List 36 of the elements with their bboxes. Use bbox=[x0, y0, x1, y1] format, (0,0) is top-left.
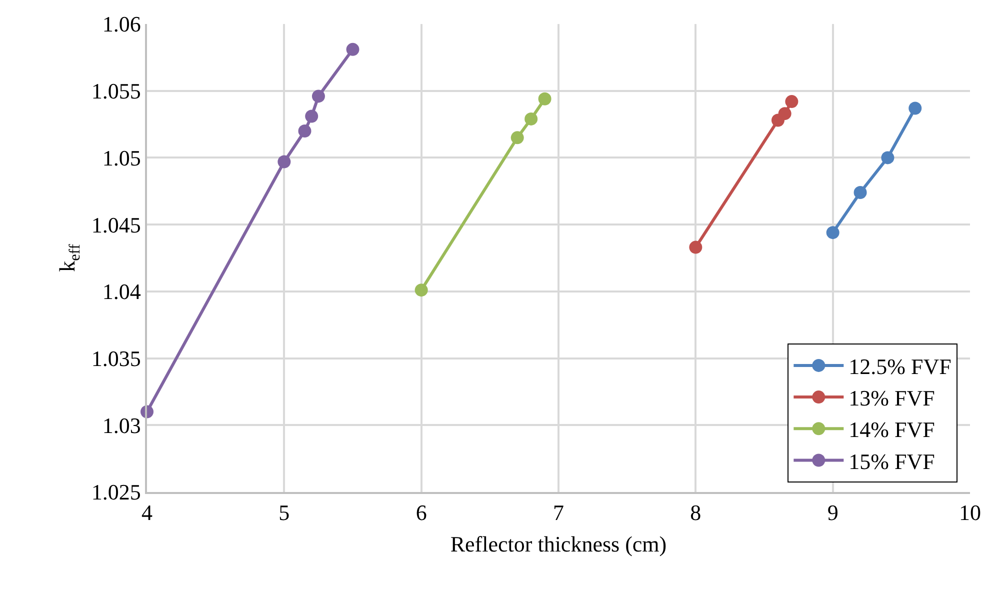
point bbox=[298, 124, 312, 138]
x-tick-label: 10 bbox=[959, 500, 981, 526]
x-tick-label: 8 bbox=[690, 500, 702, 526]
y-tick-label: 1.045 bbox=[91, 212, 141, 238]
point bbox=[908, 102, 922, 115]
point bbox=[346, 42, 360, 56]
point bbox=[538, 92, 552, 106]
point bbox=[312, 90, 325, 103]
point bbox=[414, 284, 428, 297]
point bbox=[510, 131, 524, 144]
y-tick-label: 1.05 bbox=[102, 145, 141, 170]
x-tick-label: 9 bbox=[827, 500, 838, 526]
y-tick-label: 1.06 bbox=[102, 12, 141, 37]
x-tick-label: 4 bbox=[142, 500, 152, 526]
x-tick-label: 5 bbox=[278, 500, 290, 526]
point bbox=[785, 95, 798, 108]
point bbox=[689, 240, 702, 254]
y-tick-label: 1.03 bbox=[102, 412, 141, 438]
y-tick-label: 1.035 bbox=[91, 346, 141, 371]
legend-label: 12.5% FVF bbox=[848, 354, 952, 380]
y-tick-label: 1.04 bbox=[102, 279, 141, 304]
legend-label: 14% FVF bbox=[848, 417, 935, 442]
x-tick-label: 7 bbox=[553, 500, 564, 526]
legend-label: 15% FVF bbox=[848, 448, 935, 474]
point bbox=[854, 186, 867, 199]
x-axis-title: Reflector thickness (cm) bbox=[450, 532, 667, 557]
point bbox=[278, 155, 291, 168]
point bbox=[826, 226, 840, 240]
y-tick-label: 1.025 bbox=[91, 480, 141, 505]
x-tick-label: 6 bbox=[416, 500, 427, 526]
y-tick-label: 1.055 bbox=[91, 78, 141, 104]
legend-label: 13% FVF bbox=[848, 386, 935, 411]
point bbox=[524, 112, 538, 126]
point bbox=[305, 110, 318, 123]
point bbox=[778, 107, 792, 120]
point bbox=[881, 151, 894, 164]
